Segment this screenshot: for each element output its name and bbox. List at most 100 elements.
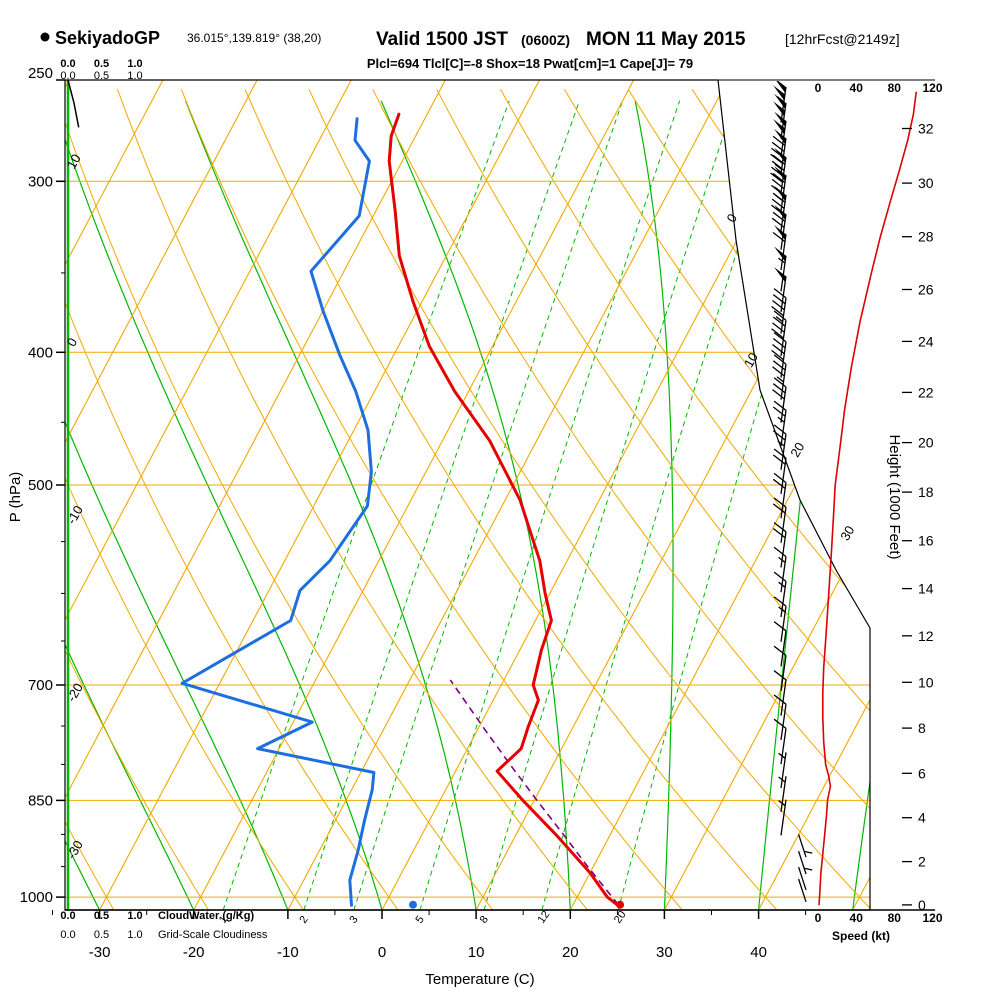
pressure-tick-label: 500 [28, 477, 53, 494]
barb-feather [772, 192, 786, 203]
barb-half-feather [778, 800, 786, 807]
cloudiness-scale-bottom-label: 0.0 [60, 929, 75, 941]
barb-pennant [774, 147, 786, 163]
wind-barb [773, 546, 787, 593]
wind-barb [797, 866, 807, 891]
barb-half-feather [778, 752, 786, 759]
barb-half-feather [778, 581, 786, 588]
barb-pennant [774, 225, 786, 241]
cloudwater-scale-bottom-label: 0.5 [94, 910, 109, 922]
dry-adiabat [627, 89, 870, 910]
speed-axis-label: Speed (kt) [832, 929, 890, 943]
barb-feather [771, 328, 784, 339]
barb-pennant [773, 119, 785, 135]
isotherm [65, 80, 164, 910]
pressure-tick-label: 250 [28, 65, 53, 82]
mixing-ratio-line [222, 100, 510, 910]
station-coordinates: 36.015°,139.819° (38,20) [187, 31, 321, 45]
cloudiness-scale-bottom-label: 0.5 [94, 929, 109, 941]
barb-pennant [774, 204, 786, 220]
mixing-ratio-label: 5 [414, 914, 427, 926]
barb-feather [772, 430, 786, 441]
moist-adiabat [380, 100, 571, 910]
sounding-profiles [180, 112, 625, 909]
moist-adiabat [65, 100, 195, 910]
wind-barb [773, 596, 787, 642]
moist-adiabat [758, 100, 838, 910]
mixing-ratio-label: 3 [347, 914, 360, 926]
barb-half-feather [775, 316, 784, 323]
barb-feather [772, 383, 786, 394]
temperature-axis-label: Temperature (C) [425, 971, 534, 988]
isotherm [99, 80, 540, 910]
barb-staff [780, 679, 787, 716]
barb-feather [772, 299, 785, 311]
barb-feather [772, 343, 785, 355]
moist-adiabat [852, 100, 870, 910]
isotherm-label-right: 30 [837, 523, 857, 543]
barb-feather [772, 316, 786, 327]
barb-half-feather [777, 440, 785, 447]
wind-speed-panel [818, 91, 918, 906]
dry-adiabat [65, 89, 494, 910]
wind-barb [778, 776, 787, 812]
wind-barb [772, 225, 787, 271]
cloudwater-scale-top-label: 0.5 [94, 58, 109, 70]
surface-dewpoint-dot [409, 900, 417, 909]
mixing-ratio-label: 20 [612, 909, 629, 926]
barb-feather [773, 670, 787, 681]
wind-barb [772, 472, 787, 519]
barb-feather [773, 354, 787, 365]
barb-feather [772, 172, 786, 184]
wind-barb [772, 497, 787, 543]
isotherm-label-left: 0 [64, 335, 81, 349]
speed-scale-bottom-label: 120 [922, 911, 942, 925]
height-tick-label: 26 [918, 282, 934, 298]
barb-half-feather [776, 376, 784, 383]
wind-barb [773, 670, 787, 716]
height-tick-label: 6 [918, 765, 926, 781]
wind-barb [778, 799, 787, 836]
wind-barb [797, 878, 807, 903]
barb-feather [772, 366, 785, 377]
wind-barb [773, 718, 787, 765]
mixing-ratio-label: 12 [536, 909, 553, 926]
pressure-tick-label: 400 [28, 344, 53, 361]
wind-barb [772, 424, 787, 470]
barb-feather [773, 645, 787, 656]
barb-feather [771, 141, 785, 153]
barb-feather [772, 406, 786, 417]
wind-barb [772, 400, 787, 447]
height-tick-label: 2 [918, 854, 926, 870]
barb-feather [772, 389, 785, 400]
barb-staff [780, 728, 787, 765]
cloudiness-scale-top-label: 1.0 [127, 70, 142, 82]
barb-pennant [773, 85, 785, 101]
isotherm [65, 80, 352, 910]
wind-barb [771, 310, 787, 356]
dewpoint-curve [180, 117, 376, 907]
pressure-tick-label: 300 [28, 173, 53, 190]
barb-feather [771, 198, 785, 209]
barb-feather [773, 448, 787, 459]
wind-barb [772, 448, 787, 494]
barb-half-feather [778, 776, 786, 783]
barb-feather [773, 596, 787, 607]
mixing-ratio-label: 1 [217, 914, 230, 926]
barb-pennant [774, 166, 786, 182]
dry-adiabat [308, 89, 870, 910]
wind-barb [774, 267, 787, 313]
barb-feather [773, 472, 787, 484]
barb-feather [773, 332, 787, 343]
barb-feather [772, 337, 786, 349]
barb-feather [773, 571, 787, 582]
barb-feather [772, 231, 786, 243]
dry-adiabat [65, 89, 210, 910]
temperature-tick-label: 0 [378, 944, 386, 961]
barb-half-feather [778, 556, 786, 564]
mixing-ratio-line [483, 100, 736, 910]
barb-feather [773, 546, 787, 558]
cloudiness-profile-line [67, 80, 80, 128]
cloudiness-scale-top-label: 0.5 [94, 70, 109, 82]
